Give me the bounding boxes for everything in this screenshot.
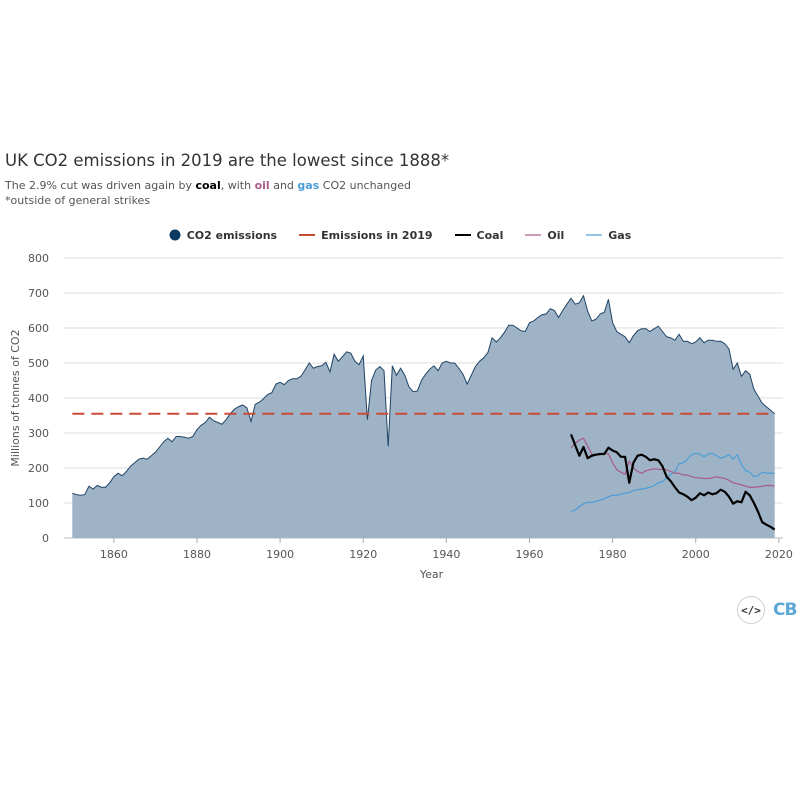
area-layer bbox=[72, 294, 776, 538]
code-icon[interactable]: </> bbox=[737, 596, 765, 624]
x-tick-label: 1860 bbox=[100, 548, 128, 561]
chart-header: UK CO2 emissions in 2019 are the lowest … bbox=[5, 150, 785, 208]
subtitle-oil: oil bbox=[254, 179, 270, 192]
subtitle-prefix: The 2.9% cut was driven again by bbox=[5, 179, 196, 192]
axis-layer: 0 100 200 300 400 500 600 700 800 1860 1880 1900 192… bbox=[9, 252, 793, 581]
chart-subtitle: The 2.9% cut was driven again by coal, w… bbox=[5, 178, 785, 193]
subtitle-mid1: , with bbox=[220, 179, 255, 192]
oil-line-icon bbox=[525, 234, 542, 236]
legend-item-co2[interactable]: CO2 emissions bbox=[169, 229, 277, 242]
legend-item-coal[interactable]: Coal bbox=[454, 228, 504, 242]
legend-label-gas: Gas bbox=[608, 228, 632, 242]
y-tick-label: 400 bbox=[28, 392, 49, 405]
x-tick-label: 1880 bbox=[183, 548, 211, 561]
x-tick-label: 1900 bbox=[266, 548, 294, 561]
x-axis-title: Year bbox=[419, 568, 444, 581]
x-tick-label: 2000 bbox=[682, 548, 710, 561]
x-tick-label: 1920 bbox=[349, 548, 377, 561]
subtitle-suffix: CO2 unchanged bbox=[319, 179, 412, 192]
x-tick-label: 1960 bbox=[515, 548, 543, 561]
y-axis-title: Millions of tonnes of CO2 bbox=[9, 329, 22, 466]
coal-line-icon bbox=[454, 234, 471, 236]
legend-item-reference[interactable]: Emissions in 2019 bbox=[299, 228, 433, 242]
y-tick-label: 300 bbox=[28, 427, 49, 440]
lines-layer bbox=[570, 434, 776, 531]
chart-title: UK CO2 emissions in 2019 are the lowest … bbox=[5, 151, 450, 170]
cb-logo-text: CB bbox=[773, 600, 797, 620]
subtitle-gas: gas bbox=[297, 179, 320, 192]
co2-emissions-outline bbox=[72, 294, 776, 496]
chart-footnote: *outside of general strikes bbox=[5, 194, 151, 207]
legend-label-co2: CO2 emissions bbox=[186, 228, 278, 242]
gas-line-icon bbox=[586, 234, 603, 236]
legend-label-coal: Coal bbox=[476, 228, 504, 242]
subtitle-coal: coal bbox=[195, 179, 221, 192]
legend-label-reference: Emissions in 2019 bbox=[321, 228, 433, 242]
y-tick-label: 0 bbox=[42, 532, 49, 545]
legend-item-oil[interactable]: Oil bbox=[525, 229, 564, 242]
chart-legend: CO2 emissions Emissions in 2019 Coal Oil… bbox=[0, 225, 800, 245]
y-tick-label: 600 bbox=[28, 322, 49, 335]
carbonbrief-logo: </> CB bbox=[737, 596, 797, 624]
y-tick-label: 200 bbox=[28, 462, 49, 475]
x-tick-label: 1980 bbox=[599, 548, 627, 561]
y-tick-label: 100 bbox=[28, 497, 49, 510]
y-tick-label: 700 bbox=[28, 287, 49, 300]
co2-dot-icon bbox=[169, 229, 181, 241]
coal-series-line bbox=[570, 434, 776, 531]
legend-item-gas[interactable]: Gas bbox=[586, 229, 631, 242]
y-tick-label: 500 bbox=[28, 357, 49, 370]
dashed-line-icon bbox=[299, 234, 316, 236]
x-tick-label: 2020 bbox=[765, 548, 793, 561]
x-tick-label: 1940 bbox=[432, 548, 460, 561]
subtitle-mid2: and bbox=[269, 179, 298, 192]
co2-emissions-area bbox=[72, 295, 775, 538]
legend-label-oil: Oil bbox=[547, 228, 565, 242]
y-tick-label: 800 bbox=[28, 252, 49, 265]
